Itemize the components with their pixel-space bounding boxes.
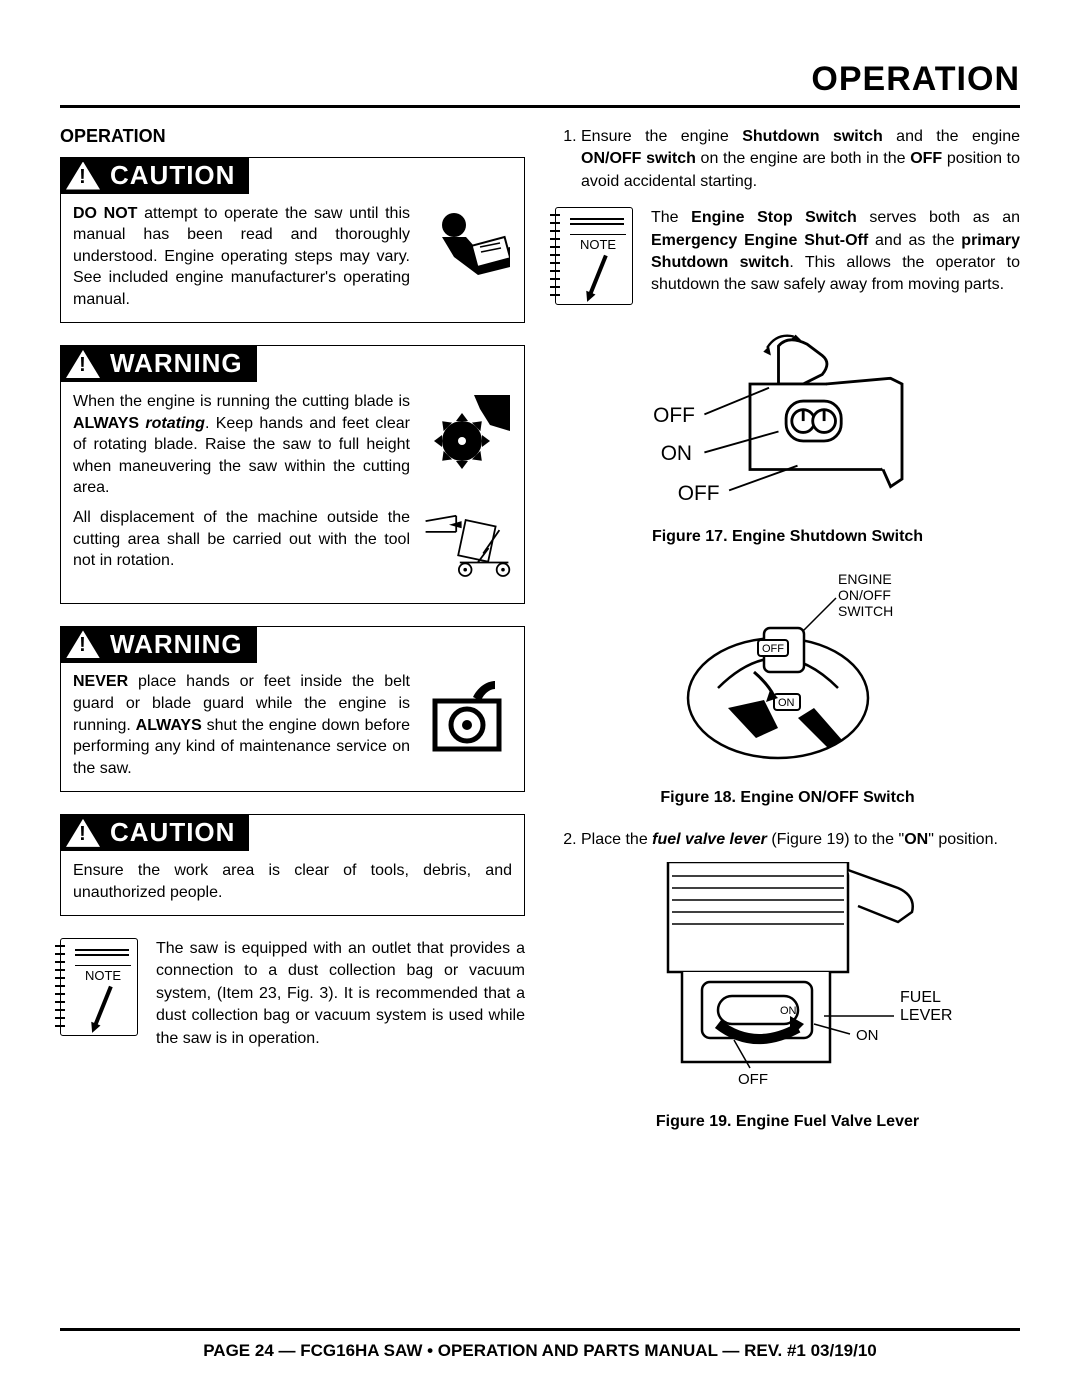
left-column: OPERATION CAUTION DO NOT attempt to oper… <box>60 126 525 1153</box>
caution1-text: DO NOT attempt to operate the saw until … <box>73 203 410 311</box>
warning-triangle-icon <box>66 630 100 658</box>
nrd: Emergency Engine Shut-Off <box>651 232 868 249</box>
s2d: ON <box>904 831 928 848</box>
caution-box-1: CAUTION DO NOT attempt to operate the sa… <box>60 157 525 323</box>
note-left: NOTE The saw is equipped with an outlet … <box>60 938 525 1050</box>
figure-17: OFF ON OFF Figure 17. Engine Shutdown Sw… <box>555 327 1020 546</box>
step-2: Place the fuel valve lever (Figure 19) t… <box>581 829 1020 851</box>
s1f: OFF <box>910 150 942 167</box>
svg-text:ENGINE: ENGINE <box>838 571 892 587</box>
s1d: ON/OFF switch <box>581 150 696 167</box>
saw-machine-icon <box>422 507 512 591</box>
svg-text:SWITCH: SWITCH <box>838 603 893 619</box>
caution-label: CAUTION <box>110 817 235 848</box>
warning-triangle-icon <box>66 162 100 190</box>
hand-in-guard-icon <box>422 671 512 755</box>
svg-text:ON/OFF: ON/OFF <box>838 587 891 603</box>
off-top-label: OFF <box>653 404 695 427</box>
s1b: Shutdown switch <box>742 128 883 145</box>
warning-box-2: WARNING NEVER place hands or feet inside… <box>60 626 525 792</box>
warning1-p1: When the engine is running the cutting b… <box>73 391 410 499</box>
step-1: Ensure the engine Shutdown switch and th… <box>581 126 1020 193</box>
off-label: OFF <box>738 1071 768 1088</box>
off-bot-label: OFF <box>677 482 719 505</box>
svg-text:ON: ON <box>778 697 795 709</box>
warning-triangle-icon <box>66 819 100 847</box>
figure-17-caption: Figure 17. Engine Shutdown Switch <box>555 528 1020 546</box>
note-icon: NOTE <box>555 207 633 305</box>
steps-list-2: Place the fuel valve lever (Figure 19) t… <box>555 829 1020 851</box>
note-right-text: The Engine Stop Switch serves both as an… <box>651 207 1020 297</box>
figure-18: ENGINE ON/OFF SWITCH OFF ON Figure 18. E… <box>555 568 1020 807</box>
nrc: serves both as an <box>857 209 1020 226</box>
s2e: " position. <box>928 831 998 848</box>
warning-triangle-icon <box>66 350 100 378</box>
two-column-layout: OPERATION CAUTION DO NOT attempt to oper… <box>60 126 1020 1153</box>
reading-manual-icon <box>422 203 512 287</box>
nra: The <box>651 209 691 226</box>
warning2-text: NEVER place hands or feet inside the bel… <box>73 671 410 779</box>
page-footer: PAGE 24 — FCG16HA SAW • OPERATION AND PA… <box>60 1328 1020 1361</box>
figure-19: ON FUEL LEVER ON OFF Figure 19. Engine F… <box>555 862 1020 1131</box>
note-label: NOTE <box>570 234 626 252</box>
svg-text:OFF: OFF <box>762 643 784 655</box>
note-right: NOTE The Engine Stop Switch serves both … <box>555 207 1020 305</box>
s2b: fuel valve lever <box>652 831 767 848</box>
caution-header: CAUTION <box>60 814 249 851</box>
w1a: When the engine is running the cutting b… <box>73 393 410 410</box>
rotating-blade-icon <box>422 391 512 475</box>
note-left-text: The saw is equipped with an outlet that … <box>156 938 525 1050</box>
caution-label: CAUTION <box>110 160 235 191</box>
warning1-p2: All displacement of the machine outside … <box>73 507 410 572</box>
on-label: ON <box>660 442 691 465</box>
w1b: ALWAYS <box>73 415 139 432</box>
on-text: ON <box>780 1005 797 1017</box>
w2a: NEVER <box>73 673 128 690</box>
nre: and as the <box>868 232 961 249</box>
s2a: Place the <box>581 831 652 848</box>
note-icon: NOTE <box>60 938 138 1036</box>
figure-18-caption: Figure 18. Engine ON/OFF Switch <box>555 789 1020 807</box>
page-title: OPERATION <box>60 60 1020 108</box>
warning-box-1: WARNING When the engine is running the c… <box>60 345 525 603</box>
on-label: ON <box>856 1027 879 1044</box>
section-subtitle: OPERATION <box>60 126 525 147</box>
svg-text:FUEL: FUEL <box>900 989 941 1006</box>
fuel-valve-lever-illustration: ON FUEL LEVER ON OFF <box>598 862 978 1102</box>
w1c: rotating <box>145 415 205 432</box>
engine-onoff-switch-illustration: ENGINE ON/OFF SWITCH OFF ON <box>628 568 948 778</box>
warning-label: WARNING <box>110 629 243 660</box>
warning-header: WARNING <box>60 626 257 663</box>
engine-shutdown-switch-illustration: OFF ON OFF <box>628 327 948 517</box>
caution-box-2: CAUTION Ensure the work area is clear of… <box>60 814 525 916</box>
w2c: ALWAYS <box>136 717 202 734</box>
s1a: Ensure the engine <box>581 128 742 145</box>
caution2-text: Ensure the work area is clear of tools, … <box>61 852 524 915</box>
donot: DO NOT <box>73 205 137 222</box>
figure-19-caption: Figure 19. Engine Fuel Valve Lever <box>555 1113 1020 1131</box>
warning-header: WARNING <box>60 345 257 382</box>
caution-header: CAUTION <box>60 157 249 194</box>
s1c: and the engine <box>883 128 1020 145</box>
svg-text:LEVER: LEVER <box>900 1007 952 1024</box>
right-column: Ensure the engine Shutdown switch and th… <box>555 126 1020 1153</box>
note-label: NOTE <box>75 965 131 983</box>
steps-list: Ensure the engine Shutdown switch and th… <box>555 126 1020 193</box>
s1e: on the engine are both in the <box>696 150 910 167</box>
warning-label: WARNING <box>110 348 243 379</box>
nrb: Engine Stop Switch <box>691 209 857 226</box>
s2c: (Figure 19) to the " <box>767 831 904 848</box>
